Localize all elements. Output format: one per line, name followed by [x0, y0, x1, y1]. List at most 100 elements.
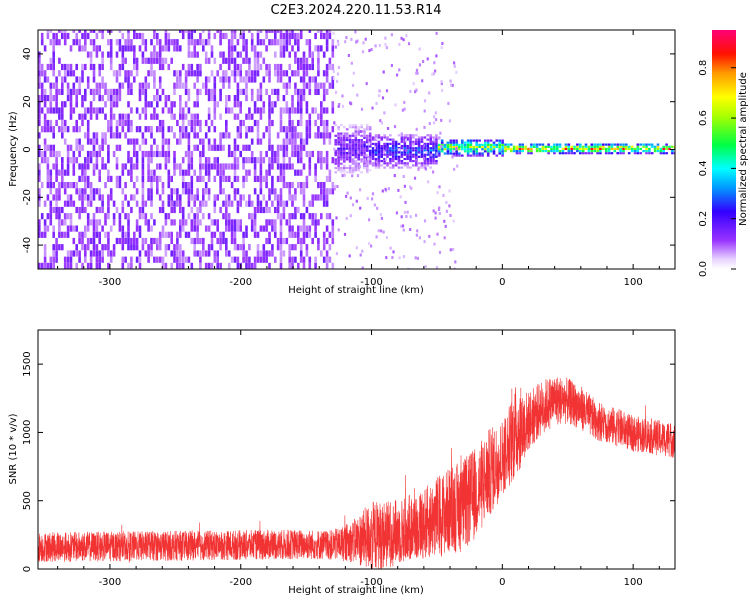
heatmap-cell	[648, 150, 651, 153]
heatmap-cell	[285, 126, 289, 133]
heatmap-cell	[439, 131, 442, 135]
heatmap-cell	[299, 138, 303, 145]
heatmap-cell	[299, 32, 303, 40]
heatmap-cell	[156, 113, 159, 120]
heatmap-cell	[343, 160, 346, 163]
heatmap-cell	[144, 138, 148, 145]
heatmap-cell	[446, 143, 450, 146]
heatmap-cell	[161, 200, 165, 207]
heatmap-cell	[348, 154, 352, 157]
heatmap-cell	[492, 145, 496, 149]
heatmap-cell	[40, 32, 44, 40]
heatmap-cell	[495, 154, 499, 157]
heatmap-cell	[501, 148, 504, 151]
heatmap-cell	[95, 256, 99, 263]
heatmap-cell	[402, 175, 405, 178]
heatmap-cell	[279, 188, 283, 195]
heatmap-cell	[345, 139, 349, 142]
heatmap-cell	[276, 150, 280, 158]
heatmap-cell	[570, 150, 573, 153]
heatmap-cell	[49, 82, 53, 89]
heatmap-cell	[38, 150, 41, 158]
heatmap-cell	[245, 76, 248, 83]
heatmap-cell	[291, 30, 294, 33]
heatmap-cell	[167, 244, 171, 251]
heatmap-cell	[92, 219, 96, 226]
heatmap-cell	[311, 200, 314, 207]
heatmap-cell	[222, 57, 225, 64]
heatmap-cell	[417, 155, 421, 158]
heatmap-cell	[121, 256, 125, 263]
heatmap-cell	[366, 123, 369, 127]
heatmap-cell	[176, 250, 179, 257]
heatmap-cell	[63, 262, 67, 269]
heatmap-cell	[190, 188, 194, 195]
heatmap-cell	[533, 143, 536, 146]
heatmap-cell	[416, 229, 419, 233]
heatmap-cell	[368, 242, 371, 246]
heatmap-cell	[158, 237, 162, 245]
heatmap-cell	[81, 206, 84, 214]
heatmap-cell	[86, 244, 90, 251]
heatmap-cell	[89, 262, 93, 269]
heatmap-cell	[518, 150, 522, 153]
heatmap-cell	[187, 95, 191, 102]
heatmap-cell	[52, 256, 55, 263]
heatmap-cell	[636, 147, 640, 150]
heatmap-cell	[248, 256, 251, 263]
heatmap-cell	[406, 149, 409, 152]
heatmap-cell	[610, 145, 614, 148]
heatmap-cell	[389, 166, 392, 169]
heatmap-cell	[360, 147, 363, 150]
heatmap-cell	[486, 141, 490, 144]
heatmap-cell	[320, 132, 323, 139]
heatmap-cell	[394, 162, 398, 165]
heatmap-cell	[368, 158, 372, 161]
heatmap-cell	[348, 166, 352, 170]
heatmap-cell	[173, 219, 176, 226]
heatmap-cell	[144, 95, 148, 102]
heatmap-cell	[115, 157, 119, 164]
heatmap-cell	[385, 46, 388, 50]
heatmap-cell	[78, 113, 81, 120]
heatmap-cell	[331, 157, 335, 164]
heatmap-cell	[144, 45, 148, 52]
heatmap-cell	[156, 95, 159, 102]
heatmap-cell	[291, 101, 294, 108]
heatmap-cell	[443, 148, 447, 151]
heatmap-cell	[133, 182, 136, 189]
heatmap-cell	[58, 194, 61, 201]
heatmap-cell	[282, 144, 286, 151]
heatmap-cell	[454, 260, 457, 264]
heatmap-cell	[115, 70, 119, 77]
heatmap-cell	[648, 147, 651, 150]
heatmap-cell	[127, 244, 130, 251]
heatmap-cell	[66, 32, 70, 40]
heatmap-cell	[340, 123, 343, 127]
heatmap-cell	[179, 101, 182, 108]
heatmap-cell	[415, 162, 418, 165]
heatmap-cell	[475, 152, 478, 155]
heatmap-cell	[135, 256, 139, 263]
heatmap-cell	[633, 152, 637, 155]
heatmap-cell	[475, 154, 478, 157]
heatmap-cell	[193, 225, 196, 232]
heatmap-cell	[489, 150, 493, 153]
heatmap-cell	[268, 188, 271, 195]
heatmap-cell	[184, 70, 188, 77]
heatmap-cell	[204, 163, 208, 170]
heatmap-cell	[259, 95, 263, 102]
heatmap-cell	[518, 152, 522, 155]
heatmap-cell	[107, 95, 110, 102]
heatmap-cell	[92, 225, 96, 232]
heatmap-cell	[124, 39, 127, 46]
heatmap-cell	[118, 237, 122, 245]
heatmap-cell	[89, 107, 93, 114]
heatmap-cell	[364, 164, 367, 168]
x-tick-label: 100	[624, 277, 643, 288]
heatmap-cell	[250, 76, 254, 83]
heatmap-cell	[325, 250, 329, 257]
heatmap-cell	[202, 244, 205, 251]
heatmap-cell	[161, 132, 165, 139]
heatmap-cell	[193, 194, 196, 201]
